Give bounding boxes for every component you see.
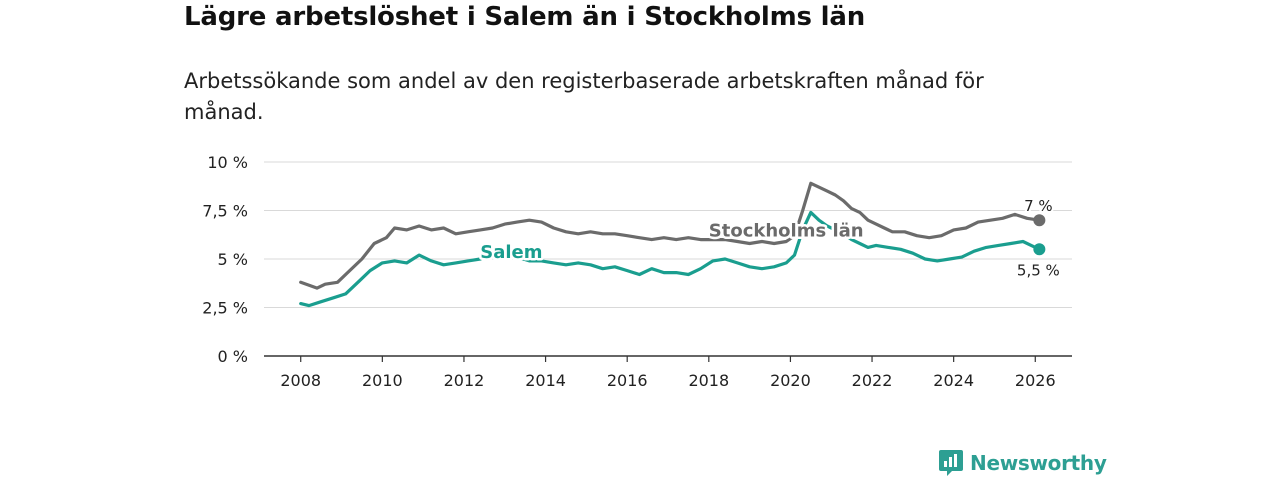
stockholm-end-value-label: 7 %	[1024, 197, 1053, 215]
chart-title: Lägre arbetslöshet i Salem än i Stockhol…	[184, 2, 866, 32]
series-labels: Stockholms län 7 % Salem 5,5 %	[478, 195, 1062, 281]
salem-end-value-label: 5,5 %	[1017, 261, 1060, 279]
x-tick-label: 2016	[607, 371, 648, 390]
newsworthy-icon	[939, 450, 963, 476]
salem-series-label: Salem	[480, 242, 542, 263]
x-tick-label: 2020	[770, 371, 811, 390]
chart-subtitle: Arbetssökande som andel av den registerb…	[184, 69, 984, 124]
y-axis-ticks: 0 % 2,5 % 5 % 7,5 % 10 %	[202, 153, 248, 366]
brand-name: Newsworthy	[970, 451, 1107, 475]
salem-end-point	[1033, 243, 1046, 256]
y-tick-label: 10 %	[207, 153, 248, 172]
x-tick-label: 2024	[933, 371, 974, 390]
stockholm-end-point	[1033, 214, 1046, 227]
x-tick-label: 2010	[362, 371, 403, 390]
x-tick-label: 2012	[444, 371, 485, 390]
x-tick-label: 2008	[280, 371, 321, 390]
stockholm-series-label: Stockholms län	[709, 221, 864, 242]
newsworthy-logo: Newsworthy	[938, 449, 1107, 477]
x-tick-label: 2018	[688, 371, 729, 390]
series-lines	[299, 181, 1046, 308]
y-tick-label: 2,5 %	[202, 299, 248, 318]
y-tick-label: 0 %	[218, 347, 248, 366]
x-tick-label: 2026	[1015, 371, 1056, 390]
y-tick-label: 5 %	[218, 250, 248, 269]
y-tick-label: 7,5 %	[202, 202, 248, 221]
salem-line	[299, 210, 1041, 308]
stockholm-line	[299, 181, 1041, 290]
x-tick-label: 2022	[852, 371, 893, 390]
x-tick-label: 2014	[525, 371, 566, 390]
x-axis-ticks: 2008 2010 2012 2014 2016 2018 2020 2022 2024 2026	[280, 356, 1056, 390]
gridlines	[264, 161, 1072, 308]
